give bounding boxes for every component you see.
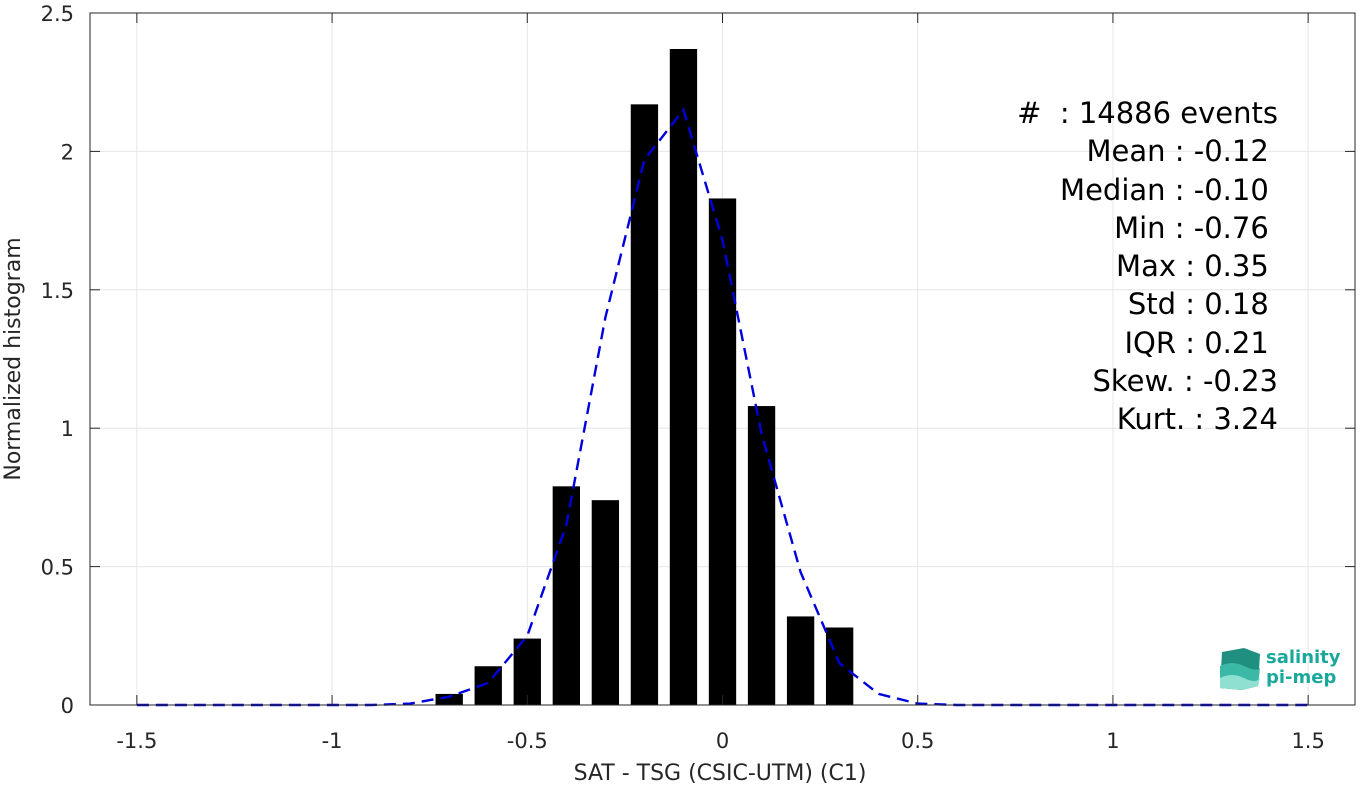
histogram-bar	[669, 48, 698, 705]
histogram-bar	[630, 104, 659, 706]
y-tick-label: 0.5	[41, 556, 74, 580]
x-tick-label: 1	[1106, 729, 1119, 753]
salinity-pimep-logo: salinity pi-mep	[1216, 646, 1346, 696]
y-tick-label: 0	[61, 694, 74, 718]
stats-box: # : 14886 events Mean : -0.12 Median : -…	[960, 94, 1278, 439]
y-tick-labels: 0 0.5 1 1.5 2 2.5	[41, 2, 74, 718]
stat-min: Min : -0.76	[1114, 210, 1278, 245]
logo-line-1: salinity	[1266, 647, 1341, 668]
x-tick-label: -1	[322, 729, 343, 753]
histogram-bar	[591, 500, 620, 705]
stat-count: # : 14886 events	[1017, 96, 1278, 130]
logo-line-2: pi-mep	[1266, 667, 1337, 688]
x-tick-label: 1.5	[1291, 729, 1324, 753]
bars	[435, 48, 854, 706]
stat-kurt: Kurt. : 3.24	[1116, 402, 1278, 437]
y-tick-label: 1.5	[41, 279, 74, 303]
histogram-bar	[513, 638, 541, 705]
logo-text: salinity pi-mep	[1266, 648, 1341, 688]
y-axis-label: Normalized histogram	[1, 237, 26, 480]
histogram-bar	[786, 616, 815, 705]
x-tick-label: -0.5	[507, 729, 548, 753]
x-tick-labels: -1.5 -1 -0.5 0 0.5 1 1.5	[116, 729, 1324, 753]
stat-iqr: IQR : 0.21	[1124, 325, 1278, 360]
y-tick-label: 1	[61, 417, 74, 441]
x-axis-label: SAT - TSG (CSIC-UTM) (C1)	[574, 761, 867, 785]
stat-max: Max : 0.35	[1116, 249, 1278, 284]
stat-mean: Mean : -0.12	[1086, 134, 1278, 169]
y-tick-label: 2.5	[41, 2, 74, 26]
x-tick-label: -1.5	[116, 729, 157, 753]
stat-median: Median : -0.10	[1060, 172, 1278, 207]
histogram-bar	[747, 406, 776, 705]
histogram-bar	[435, 693, 463, 705]
x-tick-label: 0.5	[901, 729, 934, 753]
y-tick-label: 2	[61, 140, 74, 164]
axes-frame	[89, 12, 1356, 706]
histogram-bar	[708, 198, 737, 705]
stat-skew: Skew. : -0.23	[1092, 364, 1278, 399]
x-tick-label: 0	[716, 729, 729, 753]
stat-std: Std : 0.18	[1127, 287, 1278, 322]
wave-logo-icon	[1220, 648, 1260, 690]
